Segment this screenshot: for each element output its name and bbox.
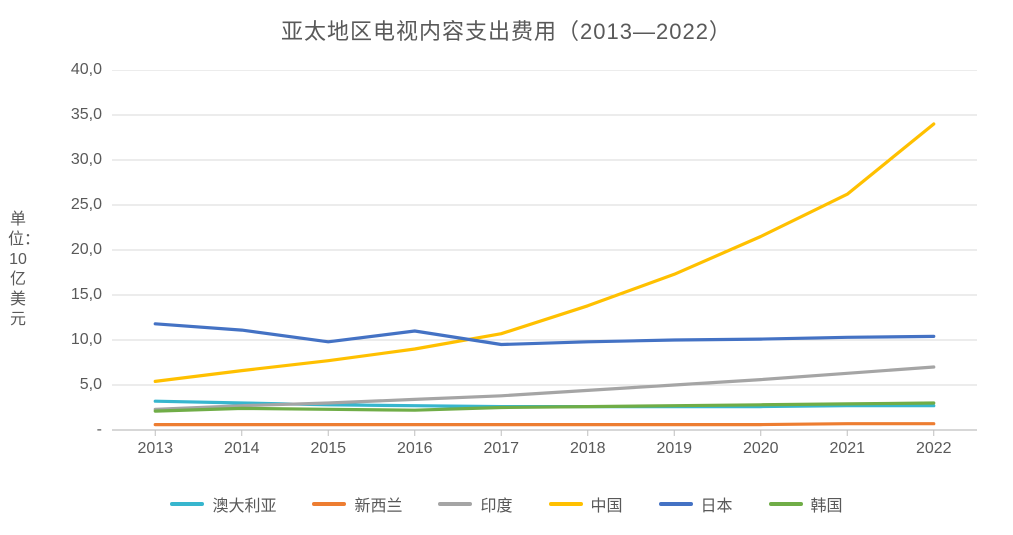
legend-label: 中国 xyxy=(591,492,623,516)
chart-container: 亚太地区电视内容支出费用（2013—2022） 单位：10亿美元 - 5,0 10,… xyxy=(0,0,1013,535)
legend-item: 澳大利亚 xyxy=(170,492,276,516)
legend-swatch xyxy=(170,502,204,506)
legend-label: 新西兰 xyxy=(354,492,402,516)
y-tick-label: 20,0 xyxy=(42,241,102,259)
y-tick-label: 30,0 xyxy=(42,151,102,169)
chart-legend: 澳大利亚 新西兰 印度 中国 日本 韩国 xyxy=(0,492,1013,516)
legend-label: 澳大利亚 xyxy=(212,492,276,516)
legend-label: 韩国 xyxy=(811,492,843,516)
series-line xyxy=(155,424,934,425)
legend-label: 日本 xyxy=(701,492,733,516)
y-tick-label: 35,0 xyxy=(42,106,102,124)
legend-swatch xyxy=(659,502,693,506)
y-tick-label: 10,0 xyxy=(42,331,102,349)
x-tick-label: 2015 xyxy=(310,440,346,458)
x-tick-label: 2022 xyxy=(916,440,952,458)
y-tick-label: 25,0 xyxy=(42,196,102,214)
y-tick-label: 15,0 xyxy=(42,286,102,304)
x-tick-label: 2013 xyxy=(137,440,173,458)
y-tick-label: 5,0 xyxy=(42,376,102,394)
legend-item: 韩国 xyxy=(769,492,843,516)
legend-swatch xyxy=(769,502,803,506)
series-line xyxy=(155,324,934,345)
chart-title: 亚太地区电视内容支出费用（2013—2022） xyxy=(0,14,1013,46)
x-tick-label: 2018 xyxy=(570,440,606,458)
legend-label: 印度 xyxy=(480,492,512,516)
y-tick-label: - xyxy=(42,421,102,439)
x-tick-label: 2021 xyxy=(829,440,865,458)
x-tick-label: 2016 xyxy=(397,440,433,458)
legend-item: 印度 xyxy=(438,492,512,516)
legend-swatch xyxy=(438,502,472,506)
legend-item: 新西兰 xyxy=(312,492,402,516)
x-tick-label: 2019 xyxy=(656,440,692,458)
legend-item: 日本 xyxy=(659,492,733,516)
legend-swatch xyxy=(312,502,346,506)
x-tick-label: 2020 xyxy=(743,440,779,458)
legend-item: 中国 xyxy=(549,492,623,516)
legend-swatch xyxy=(549,502,583,506)
x-tick-label: 2017 xyxy=(483,440,519,458)
chart-plot xyxy=(112,70,977,440)
y-tick-label: 40,0 xyxy=(42,61,102,79)
x-tick-label: 2014 xyxy=(224,440,260,458)
y-axis-label: 单位：10亿美元 xyxy=(8,210,28,330)
